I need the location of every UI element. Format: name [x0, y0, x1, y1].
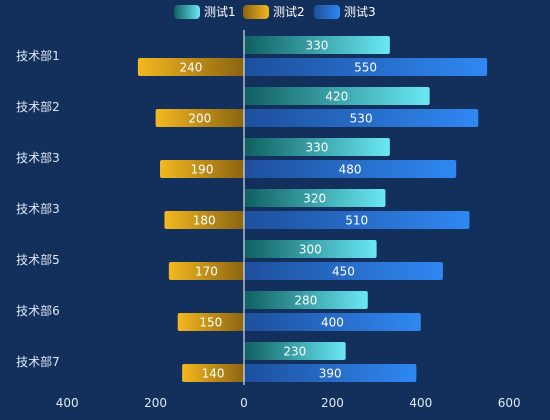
bar-value-label: 180: [193, 214, 216, 228]
bar-value-label: 200: [188, 112, 211, 126]
x-tick-label: 0: [240, 396, 248, 410]
bar-value-label: 240: [180, 61, 203, 75]
bar-2[interactable]: [168, 262, 244, 280]
bar-value-label: 400: [321, 316, 344, 330]
bars: 330 240 550 420 200 530 330 190 480 320 180 510 300 1…: [137, 36, 488, 382]
bar-2[interactable]: [137, 58, 244, 76]
x-tick-label: 200: [321, 396, 344, 410]
bar-group: 230 140 390: [182, 342, 417, 382]
bar-value-label: 140: [202, 367, 225, 381]
bar-group: 420 200 530: [155, 87, 479, 127]
bar-value-label: 330: [305, 141, 328, 155]
bar-value-label: 450: [332, 265, 355, 279]
category-label: 技术部2: [16, 99, 60, 114]
bar-value-label: 510: [345, 214, 368, 228]
legend[interactable]: 测试1 测试2 测试3: [174, 4, 376, 19]
bar-3[interactable]: [244, 211, 470, 229]
x-tick-label: 400: [56, 396, 79, 410]
x-tick-label: 400: [409, 396, 432, 410]
bar-group: 330 190 480: [160, 138, 457, 178]
x-tick-label: 200: [144, 396, 167, 410]
x-tick-label: 600: [498, 396, 521, 410]
bar-1[interactable]: [244, 189, 386, 207]
category-label: 技术部3: [16, 201, 60, 216]
bar-group: 320 180 510: [164, 189, 470, 229]
legend-item-3[interactable]: 测试3: [314, 4, 376, 19]
bar-value-label: 300: [299, 243, 322, 257]
bar-value-label: 320: [303, 192, 326, 206]
legend-swatch: [314, 5, 340, 19]
category-labels: 技术部1 技术部2 技术部3 技术部3 技术部5 技术部6 技术部7: [16, 48, 60, 369]
bar-2[interactable]: [160, 160, 244, 178]
bar-1[interactable]: [244, 291, 368, 309]
bar-1[interactable]: [244, 240, 377, 258]
bar-3[interactable]: [244, 313, 421, 331]
legend-swatch: [174, 5, 200, 19]
bar-value-label: 230: [283, 345, 306, 359]
bar-value-label: 390: [319, 367, 342, 381]
bar-3[interactable]: [244, 262, 443, 280]
legend-item-2[interactable]: 测试2: [243, 4, 305, 19]
bar-value-label: 550: [354, 61, 377, 75]
category-label: 技术部3: [16, 150, 60, 165]
category-label: 技术部7: [16, 354, 60, 369]
category-label: 技术部5: [16, 252, 60, 267]
bar-value-label: 280: [294, 294, 317, 308]
bar-2[interactable]: [177, 313, 244, 331]
bar-1[interactable]: [244, 87, 430, 105]
bar-2[interactable]: [155, 109, 244, 127]
legend-label: 测试2: [273, 4, 305, 19]
bar-value-label: 480: [339, 163, 362, 177]
legend-swatch: [243, 5, 269, 19]
category-label: 技术部1: [16, 48, 60, 63]
legend-label: 测试1: [204, 4, 236, 19]
bar-2[interactable]: [182, 364, 244, 382]
bar-value-label: 170: [195, 265, 218, 279]
bar-3[interactable]: [244, 160, 457, 178]
bar-group: 300 170 450: [168, 240, 443, 280]
bar-group: 330 240 550: [137, 36, 488, 76]
bar-group: 280 150 400: [177, 291, 421, 331]
bar-1[interactable]: [244, 36, 390, 54]
bar-3[interactable]: [244, 109, 479, 127]
legend-label: 测试3: [344, 4, 376, 19]
x-axis-ticks: 400 200 0 200 400 600: [56, 396, 521, 410]
legend-item-1[interactable]: 测试1: [174, 4, 236, 19]
bar-2[interactable]: [164, 211, 244, 229]
bar-value-label: 330: [305, 39, 328, 53]
bar-value-label: 150: [199, 316, 222, 330]
bar-3[interactable]: [244, 364, 417, 382]
bar-value-label: 190: [191, 163, 214, 177]
bar-1[interactable]: [244, 138, 390, 156]
bar-value-label: 420: [325, 90, 348, 104]
bar-1[interactable]: [244, 342, 346, 360]
bar-3[interactable]: [244, 58, 488, 76]
bar-value-label: 530: [350, 112, 373, 126]
category-label: 技术部6: [16, 303, 60, 318]
